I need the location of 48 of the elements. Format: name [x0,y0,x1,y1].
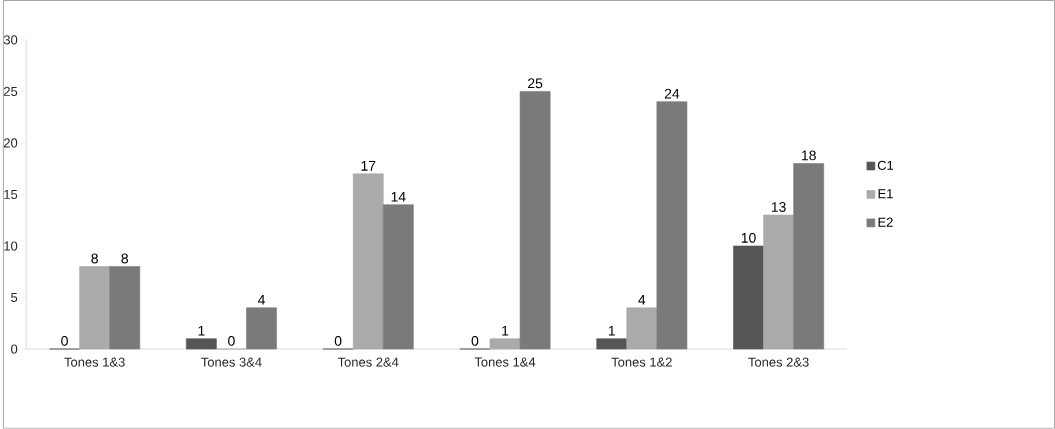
data-label: 0 [334,336,342,346]
data-label: 8 [121,253,129,264]
bar [186,338,217,350]
x-tick-label: Tones 1&3 [64,357,125,367]
bar [656,101,688,350]
bar [79,266,110,350]
data-label: 1 [608,326,615,336]
y-tick-label: 0 [11,344,18,354]
x-tick-label: Tones 1&4 [474,357,536,367]
bar [382,204,414,350]
legend-label: E2 [878,217,893,227]
y-tick-label: 10 [4,241,18,251]
y-tick-label: 30 [3,35,18,45]
data-label: 13 [771,202,786,212]
x-tick-label: Tones 2&4 [337,357,399,367]
data-label: 4 [257,295,265,305]
bar [489,338,521,350]
bar [733,245,764,350]
data-label: 0 [471,336,479,346]
x-tick-label: Tones 2&3 [748,357,809,367]
y-tick-label: 5 [11,293,18,303]
data-label: 14 [391,192,406,202]
data-label: 24 [664,88,680,99]
data-label: 25 [528,78,543,89]
x-tick-label: Tones 3&4 [201,357,262,367]
bar [626,307,658,350]
data-label: 1 [198,326,205,336]
data-label: 8 [91,253,98,264]
bar [352,173,384,350]
bar [519,91,551,350]
data-label: 0 [61,336,68,346]
bar [109,266,141,350]
bar [246,307,277,350]
x-tick-label: Tones 1&2 [611,357,672,367]
data-label: 18 [801,150,816,161]
legend-label: C1 [877,160,894,171]
data-label: 4 [638,295,646,305]
y-tick-label: 15 [4,190,18,200]
y-tick-label: 25 [3,86,18,97]
data-label: 10 [741,232,756,243]
data-label: 1 [502,326,509,336]
y-tick-label: 20 [3,138,18,148]
data-label: 17 [361,161,376,171]
legend-label: E1 [878,189,893,199]
bar [793,163,825,350]
bar [596,338,628,350]
data-label: 0 [228,336,235,346]
bar [763,214,794,350]
